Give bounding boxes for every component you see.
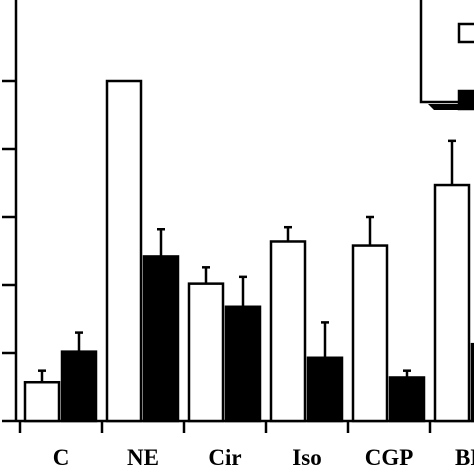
bar-cir-series-2 <box>224 305 262 423</box>
x-tick-label-ne: NE <box>127 445 159 470</box>
bar-ne-series-2 <box>142 255 180 423</box>
bar-ne-series-1 <box>105 79 143 423</box>
bar-br-series-1 <box>433 183 471 423</box>
bar-cir-series-1 <box>187 282 225 423</box>
bar-iso-series-1 <box>269 240 307 423</box>
legend-swatch-open <box>457 22 474 44</box>
bar-cgp-series-1 <box>351 244 389 423</box>
legend-swatch-filled <box>457 89 474 111</box>
x-tick-label-br: BR <box>455 445 474 470</box>
x-tick-label-cir: Cir <box>208 445 241 470</box>
bar-br-series-2 <box>470 342 474 423</box>
legend <box>419 0 474 111</box>
x-tick-labels: C NE Cir Iso CGP BR <box>53 445 474 470</box>
bar-iso-series-2 <box>306 356 344 423</box>
x-tick-label-cgp: CGP <box>365 445 414 470</box>
x-tick-label-iso: Iso <box>292 445 321 470</box>
legend-box <box>419 0 474 104</box>
bar-c-series-1 <box>23 380 61 423</box>
bar-cgp-series-2 <box>388 376 426 423</box>
bars <box>23 79 474 423</box>
bar-c-series-2 <box>60 350 98 423</box>
x-tick-label-c: C <box>53 445 70 470</box>
